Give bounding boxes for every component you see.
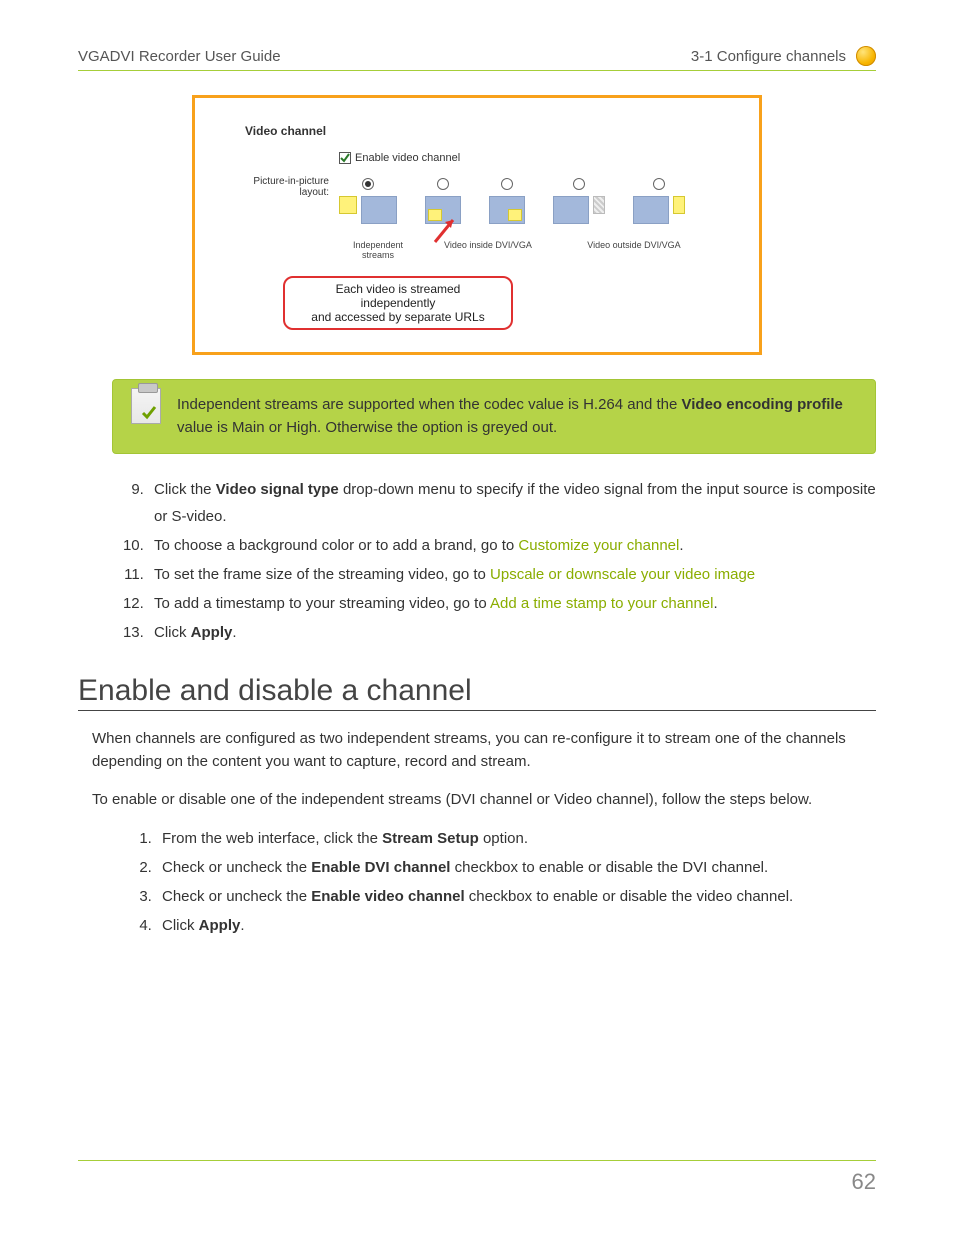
step-11: To set the frame size of the streaming v… [148,561,876,588]
caption-independent: Independent streams [339,240,417,260]
layout-option-outside-a[interactable] [553,178,605,224]
thumb-small [339,196,357,214]
note-text: Independent streams are supported when t… [177,394,857,439]
steps-list-continued: Click the Video signal type drop-down me… [122,476,876,646]
link-upscale-downscale[interactable]: Upscale or downscale your video image [490,566,755,583]
page: VGADVI Recorder User Guide 3-1 Configure… [0,0,954,1235]
panel-title: Video channel [245,124,731,138]
clipboard-check-icon [131,388,161,424]
page-header: VGADVI Recorder User Guide 3-1 Configure… [78,46,876,71]
radio-icon [362,178,374,190]
callout-arrow-icon [431,214,461,244]
radio-icon [653,178,665,190]
thumb-big [361,196,397,224]
pip-layout-label: Picture-in-picture layout: [223,174,339,198]
pip-layout-options [339,178,685,224]
thumb-big [633,196,669,224]
layout-option-independent[interactable] [339,178,397,224]
link-add-timestamp[interactable]: Add a time stamp to your channel [490,595,713,612]
enable-steps-list: From the web interface, click the Stream… [130,825,876,939]
section-heading: Enable and disable a channel [78,674,876,711]
enable-step-1: From the web interface, click the Stream… [156,825,876,852]
page-number: 62 [852,1169,876,1194]
enable-step-3: Check or uncheck the Enable video channe… [156,883,876,910]
brand-logo-icon [856,46,876,66]
enable-video-checkbox[interactable] [339,152,351,164]
enable-video-label: Enable video channel [355,152,460,164]
para-1: When channels are configured as two inde… [92,727,876,774]
callout-line2: and accessed by separate URLs [297,310,499,324]
thumb-hatch [593,196,605,214]
step-12: To add a timestamp to your streaming vid… [148,590,876,617]
layout-option-outside-b[interactable] [633,178,685,224]
page-footer: 62 [78,1160,876,1195]
enable-step-4: Click Apply. [156,912,876,939]
thumb-pip [508,209,522,221]
note-box: Independent streams are supported when t… [112,379,876,454]
callout-line1: Each video is streamed independently [297,282,499,310]
thumb-big [553,196,589,224]
radio-icon [501,178,513,190]
para-2: To enable or disable one of the independ… [92,788,876,811]
thumb-small [673,196,685,214]
enable-step-2: Check or uncheck the Enable DVI channel … [156,854,876,881]
video-channel-panel: Video channel Enable video channel Pictu… [192,95,762,355]
caption-outside: Video outside DVI/VGA [559,240,709,260]
step-10: To choose a background color or to add a… [148,532,876,559]
header-left: VGADVI Recorder User Guide [78,48,281,65]
radio-icon [573,178,585,190]
callout-box: Each video is streamed independently and… [283,276,513,330]
layout-option-inside-b[interactable] [489,178,525,224]
step-9: Click the Video signal type drop-down me… [148,476,876,530]
step-13: Click Apply. [148,619,876,646]
radio-icon [437,178,449,190]
header-right: 3-1 Configure channels [691,48,846,65]
link-customize-channel[interactable]: Customize your channel [518,537,679,554]
thumb-big [489,196,525,224]
